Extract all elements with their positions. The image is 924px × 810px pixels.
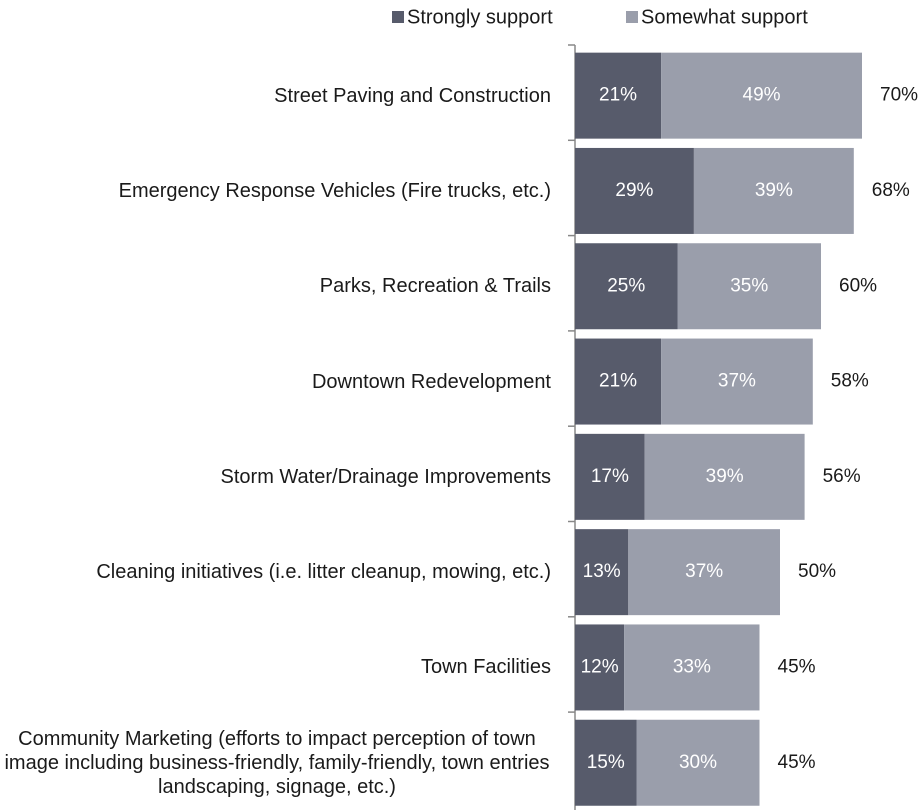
category-label: Storm Water/Drainage Improvements — [0, 429, 551, 524]
bar-segment — [575, 52, 662, 139]
bar-segment — [636, 719, 760, 806]
value-label: 13% — [583, 561, 621, 582]
category-text: Parks, Recreation & Trails — [319, 275, 551, 298]
legend-swatch — [392, 11, 404, 23]
total-label: 70% — [880, 85, 918, 106]
value-label: 37% — [718, 371, 756, 392]
bar-segment — [575, 243, 678, 330]
category-label: Street Paving and Construction — [0, 48, 551, 143]
value-label: 29% — [615, 180, 653, 201]
bar-segment — [575, 338, 662, 425]
bar-segment — [644, 433, 805, 520]
category-label: Town Facilities — [0, 620, 551, 715]
total-label: 60% — [839, 275, 877, 296]
category-text: Emergency Response Vehicles (Fire trucks… — [118, 179, 551, 202]
total-label: 68% — [872, 180, 910, 201]
value-label: 49% — [743, 85, 781, 106]
bar-segment — [575, 147, 694, 234]
total-label: 56% — [823, 466, 861, 487]
bar-segment — [661, 338, 813, 425]
category-text: Town Facilities — [420, 656, 551, 679]
bar-segment — [693, 147, 854, 234]
legend-label: Strongly support — [407, 6, 553, 28]
category-text: Downtown Redevelopment — [311, 370, 551, 393]
value-label: 39% — [755, 180, 793, 201]
value-label: 35% — [730, 275, 768, 296]
value-label: 12% — [581, 656, 619, 677]
value-label: 21% — [599, 85, 637, 106]
value-label: 30% — [679, 752, 717, 773]
category-text: Community Marketing (efforts to impact p… — [4, 727, 550, 798]
value-label: 37% — [685, 561, 723, 582]
bar-segment — [677, 243, 821, 330]
bar-segment — [575, 433, 645, 520]
category-label: Emergency Response Vehicles (Fire trucks… — [0, 143, 551, 238]
total-label: 58% — [831, 371, 869, 392]
value-label: 33% — [673, 656, 711, 677]
total-label: 50% — [798, 561, 836, 582]
bar-segment — [661, 52, 862, 139]
bar-segment — [575, 624, 625, 711]
value-label: 17% — [591, 466, 629, 487]
category-label: Cleaning initiatives (i.e. litter cleanu… — [0, 525, 551, 620]
value-label: 25% — [607, 275, 645, 296]
category-label: Downtown Redevelopment — [0, 334, 551, 429]
value-label: 39% — [706, 466, 744, 487]
value-label: 15% — [587, 752, 625, 773]
total-label: 45% — [778, 752, 816, 773]
legend-swatch — [626, 11, 638, 23]
category-label: Community Marketing (efforts to impact p… — [0, 715, 551, 810]
category-text: Storm Water/Drainage Improvements — [220, 465, 551, 488]
bar-segment — [624, 624, 760, 711]
category-label: Parks, Recreation & Trails — [0, 239, 551, 334]
category-text: Cleaning initiatives (i.e. litter cleanu… — [96, 561, 551, 584]
bar-segment — [575, 719, 637, 806]
value-label: 21% — [599, 371, 637, 392]
legend-label: Somewhat support — [641, 6, 808, 28]
bar-segment — [575, 529, 629, 616]
category-text: Street Paving and Construction — [274, 84, 551, 107]
total-label: 45% — [778, 656, 816, 677]
bar-segment — [628, 529, 780, 616]
